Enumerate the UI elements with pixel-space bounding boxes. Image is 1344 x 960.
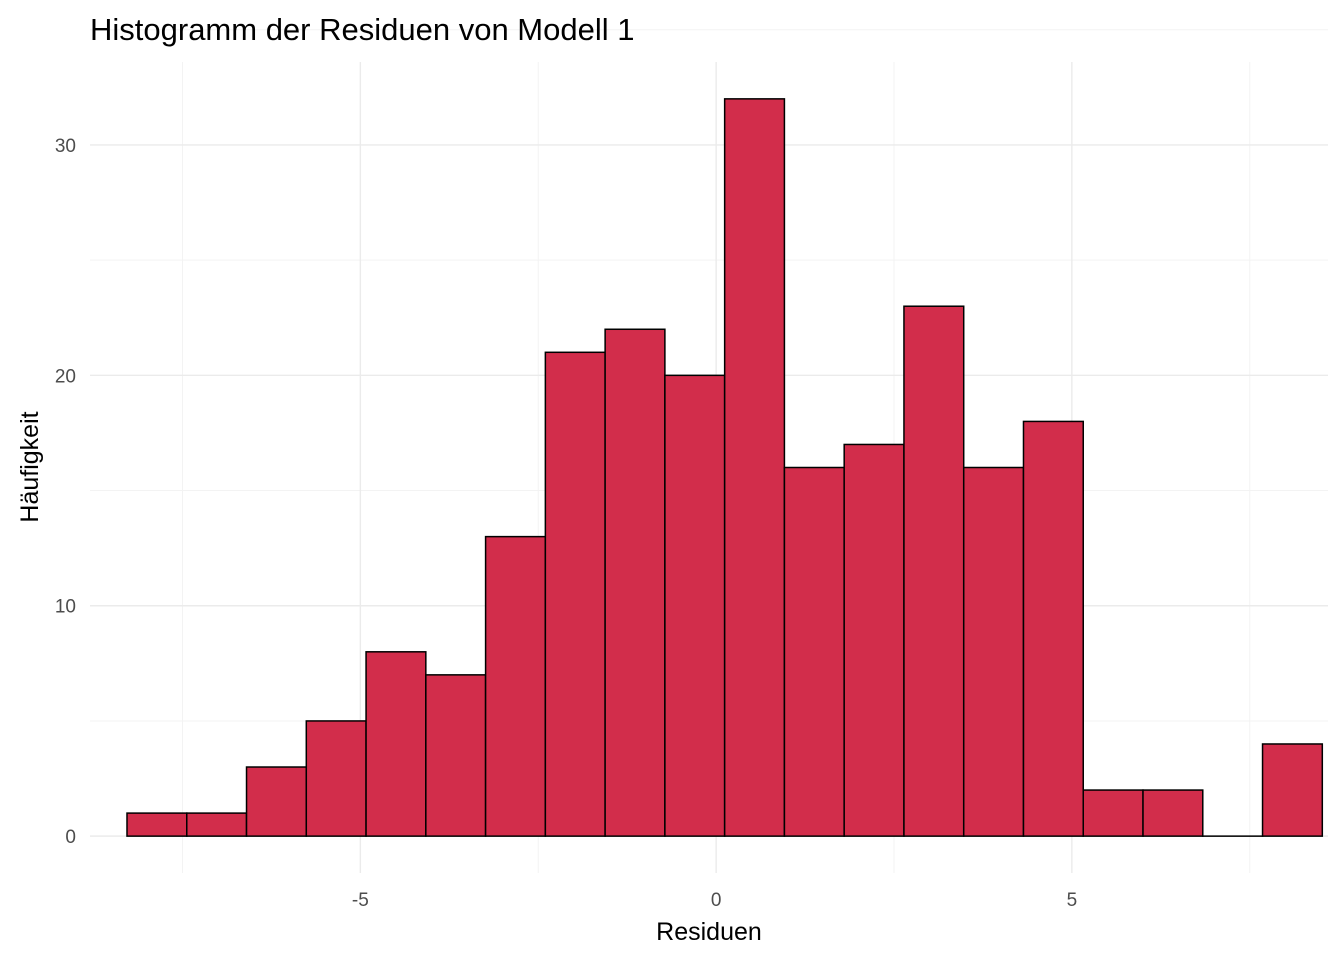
x-tick-label: 0: [711, 890, 722, 911]
bars: [126, 98, 1324, 837]
histogram-bar: [1022, 420, 1084, 837]
chart-title: Histogramm der Residuen von Modell 1: [90, 12, 634, 47]
histogram-bar: [783, 466, 845, 837]
histogram-bar: [305, 720, 367, 837]
y-tick-label: 0: [65, 827, 76, 848]
histogram-bar: [723, 98, 786, 837]
histogram-bar: [186, 812, 248, 837]
histogram-bar: [365, 651, 427, 837]
x-axis-title: Residuen: [656, 918, 762, 946]
histogram-bar: [1261, 743, 1324, 837]
y-tick-label: 30: [55, 136, 76, 157]
histogram-bar: [1082, 789, 1144, 837]
y-axis-title: Häufigkeit: [16, 411, 44, 522]
histogram-bar: [843, 443, 905, 837]
x-tick-label: -5: [352, 890, 369, 911]
histogram-bar: [245, 766, 308, 837]
x-tick-label: 5: [1067, 890, 1078, 911]
histogram-bar: [484, 535, 547, 837]
histogram-bar: [1142, 789, 1204, 837]
x-axis-ticks: -5 0 5: [352, 890, 1077, 911]
histogram-bar: [962, 466, 1025, 837]
y-tick-label: 10: [55, 597, 76, 618]
y-tick-label: 20: [55, 366, 76, 387]
histogram-bar: [903, 305, 965, 837]
histogram-bar: [425, 674, 487, 837]
histogram-bar: [544, 351, 606, 837]
histogram-bar: [664, 374, 726, 837]
histogram-bar: [126, 812, 188, 837]
histogram-bar: [604, 328, 666, 837]
y-axis-ticks: 0 10 20 30: [55, 136, 76, 848]
